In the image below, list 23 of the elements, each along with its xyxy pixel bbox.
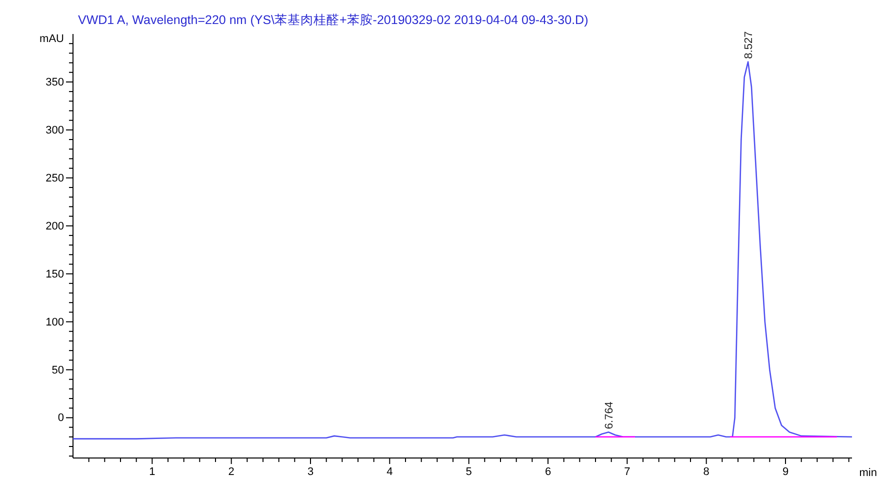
line-series [72, 61, 853, 440]
y-tick-label: 50 [52, 364, 64, 376]
x-tick-label: 9 [782, 466, 789, 477]
x-tick-label: 7 [624, 466, 630, 477]
y-tick-label: 250 [46, 172, 64, 184]
x-tick-label: 8 [703, 466, 710, 477]
x-tick-label: 4 [386, 466, 393, 477]
chart-title: VWD1 A, Wavelength=220 nm (YS\苯基肉桂醛+苯胺-20190329-02 2019-04-04 09-43-30.D) [78, 13, 588, 27]
y-tick-label: 350 [46, 76, 64, 88]
y-tick-label: 150 [46, 268, 64, 280]
x-tick-label: 2 [228, 466, 234, 477]
x-axis-title: min [859, 467, 877, 477]
y-axis-title: mAU [40, 33, 64, 45]
y-tick-label: 200 [46, 220, 64, 232]
annotation: 8.527 [743, 31, 756, 59]
x-tick-label: 6 [544, 466, 552, 477]
y-tick-label: 100 [46, 316, 64, 328]
x-tick-label: 1 [149, 466, 156, 477]
y-tick-label: 0 [58, 412, 64, 424]
annotation: 6.764 [603, 402, 616, 430]
y-tick-label: 300 [46, 124, 64, 136]
x-tick-label: 3 [307, 466, 314, 477]
x-tick-label: 5 [466, 466, 472, 477]
